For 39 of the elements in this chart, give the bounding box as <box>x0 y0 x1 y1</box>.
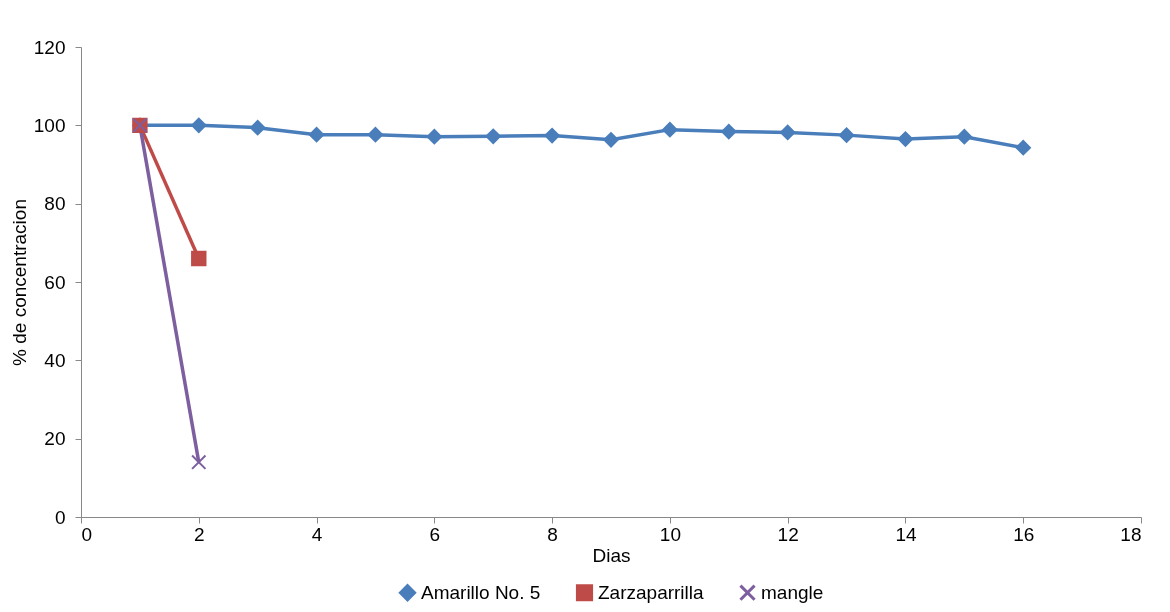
point <box>544 127 560 144</box>
point <box>426 128 443 145</box>
point <box>308 127 325 143</box>
point <box>603 132 619 148</box>
point <box>1015 139 1031 156</box>
point <box>838 127 855 143</box>
y-tick-label: 100 <box>33 114 66 136</box>
y-tick-label: 0 <box>54 506 66 528</box>
y-tick-label: 40 <box>44 349 66 371</box>
point <box>662 121 678 138</box>
y-axis-title: % de concentracion <box>8 199 30 366</box>
point <box>956 128 973 145</box>
x-tick-label: 10 <box>659 523 681 545</box>
x-tick-label: 16 <box>1013 523 1035 545</box>
point <box>721 123 737 140</box>
x-tick-label: 14 <box>895 523 917 545</box>
x-axis-title: Dias <box>592 544 631 566</box>
x-tick-label: 12 <box>777 523 799 545</box>
x-tick-label: 6 <box>429 523 441 545</box>
point <box>485 128 501 145</box>
x-tick-label: 0 <box>81 523 93 545</box>
point <box>191 250 207 267</box>
x-tick-label: 2 <box>193 523 205 545</box>
legend-label: mangle <box>761 581 824 603</box>
point <box>191 454 207 470</box>
point <box>897 131 914 147</box>
point <box>249 119 266 136</box>
point <box>779 124 796 141</box>
y-tick-label: 120 <box>33 36 66 58</box>
x-tick-label: 4 <box>311 523 323 545</box>
y-tick-label: 80 <box>44 193 66 215</box>
legend-label: Zarzaparrilla <box>598 581 705 603</box>
point <box>367 127 384 143</box>
y-tick-label: 60 <box>44 271 66 293</box>
y-tick-label: 20 <box>44 428 66 450</box>
legend-label: Amarillo No. 5 <box>421 581 541 603</box>
point <box>191 117 207 134</box>
x-tick-label: 18 <box>1120 523 1142 545</box>
x-tick-label: 8 <box>547 523 558 545</box>
